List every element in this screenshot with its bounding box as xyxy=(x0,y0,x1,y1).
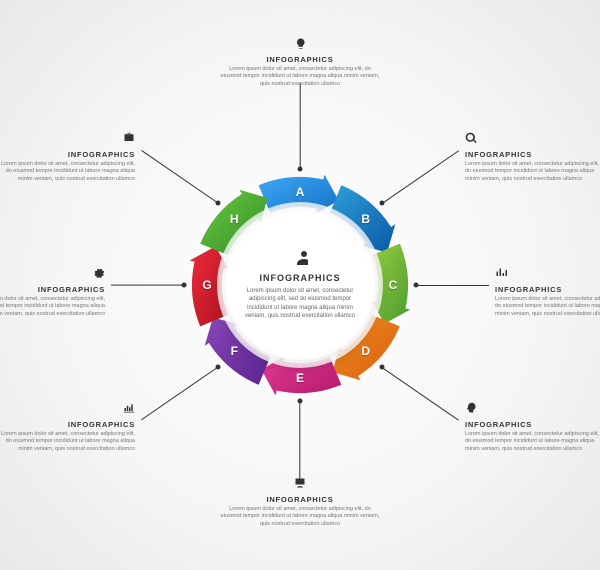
callout-body: Lorem ipsum dolor sit amet, consectetur … xyxy=(495,296,600,318)
callout-title: INFOGRAPHICS xyxy=(495,285,600,294)
briefcase-icon xyxy=(0,132,135,147)
center-body: Lorem ipsum dolor sit amet, consectetur … xyxy=(240,287,360,319)
leader-line xyxy=(416,285,489,286)
callout-D: INFOGRAPHICS Lorem ipsum dolor sit amet, … xyxy=(465,402,600,453)
callout-G: INFOGRAPHICS Lorem ipsum dolor sit amet, … xyxy=(0,267,105,318)
bulb-icon xyxy=(220,37,380,52)
callout-B: INFOGRAPHICS Lorem ipsum dolor sit amet, … xyxy=(465,132,600,183)
segment-letter-E: E xyxy=(296,371,304,385)
gear-icon xyxy=(0,267,105,282)
callout-title: INFOGRAPHICS xyxy=(0,285,105,294)
callout-body: Lorem ipsum dolor sit amet, consectetur … xyxy=(220,506,380,528)
segment-letter-G: G xyxy=(202,278,211,292)
infographic-stage: INFOGRAPHICS Lorem ipsum dolor sit amet,… xyxy=(0,0,600,570)
center-circle: INFOGRAPHICS Lorem ipsum dolor sit amet,… xyxy=(225,210,375,360)
segment-letter-C: C xyxy=(389,278,398,292)
callout-title: INFOGRAPHICS xyxy=(220,495,380,504)
segment-letter-A: A xyxy=(296,185,305,199)
segment-letter-D: D xyxy=(361,344,370,358)
callout-title: INFOGRAPHICS xyxy=(0,150,135,159)
callout-A: INFOGRAPHICSLorem ipsum dolor sit amet, … xyxy=(220,37,380,88)
magnify-icon xyxy=(465,132,600,147)
head-icon xyxy=(465,402,600,417)
callout-title: INFOGRAPHICS xyxy=(465,420,600,429)
callout-title: INFOGRAPHICS xyxy=(465,150,600,159)
callout-E: INFOGRAPHICS Lorem ipsum dolor sit amet, … xyxy=(220,477,380,528)
segment-letter-F: F xyxy=(231,344,238,358)
growth-icon xyxy=(0,402,135,417)
callout-F: INFOGRAPHICS Lorem ipsum dolor sit amet, … xyxy=(0,402,135,453)
center-title: INFOGRAPHICS xyxy=(259,273,340,283)
callout-C: INFOGRAPHICS Lorem ipsum dolor sit amet, … xyxy=(495,267,600,318)
segment-letter-H: H xyxy=(230,212,239,226)
person-icon xyxy=(292,250,308,269)
callout-title: INFOGRAPHICS xyxy=(220,55,380,64)
callout-title: INFOGRAPHICS xyxy=(0,420,135,429)
segment-letter-B: B xyxy=(361,212,370,226)
leader-line xyxy=(300,401,301,481)
bars-icon xyxy=(495,267,600,282)
callout-body: Lorem ipsum dolor sit amet, consectetur … xyxy=(465,431,600,453)
callout-H: INFOGRAPHICS Lorem ipsum dolor sit amet, … xyxy=(0,132,135,183)
callout-body: Lorem ipsum dolor sit amet, consectetur … xyxy=(0,296,105,318)
leader-line xyxy=(300,83,301,169)
callout-body: Lorem ipsum dolor sit amet, consectetur … xyxy=(0,431,135,453)
callout-body: Lorem ipsum dolor sit amet, consectetur … xyxy=(465,161,600,183)
leader-line xyxy=(111,285,184,286)
callout-body: Lorem ipsum dolor sit amet, consectetur … xyxy=(0,161,135,183)
